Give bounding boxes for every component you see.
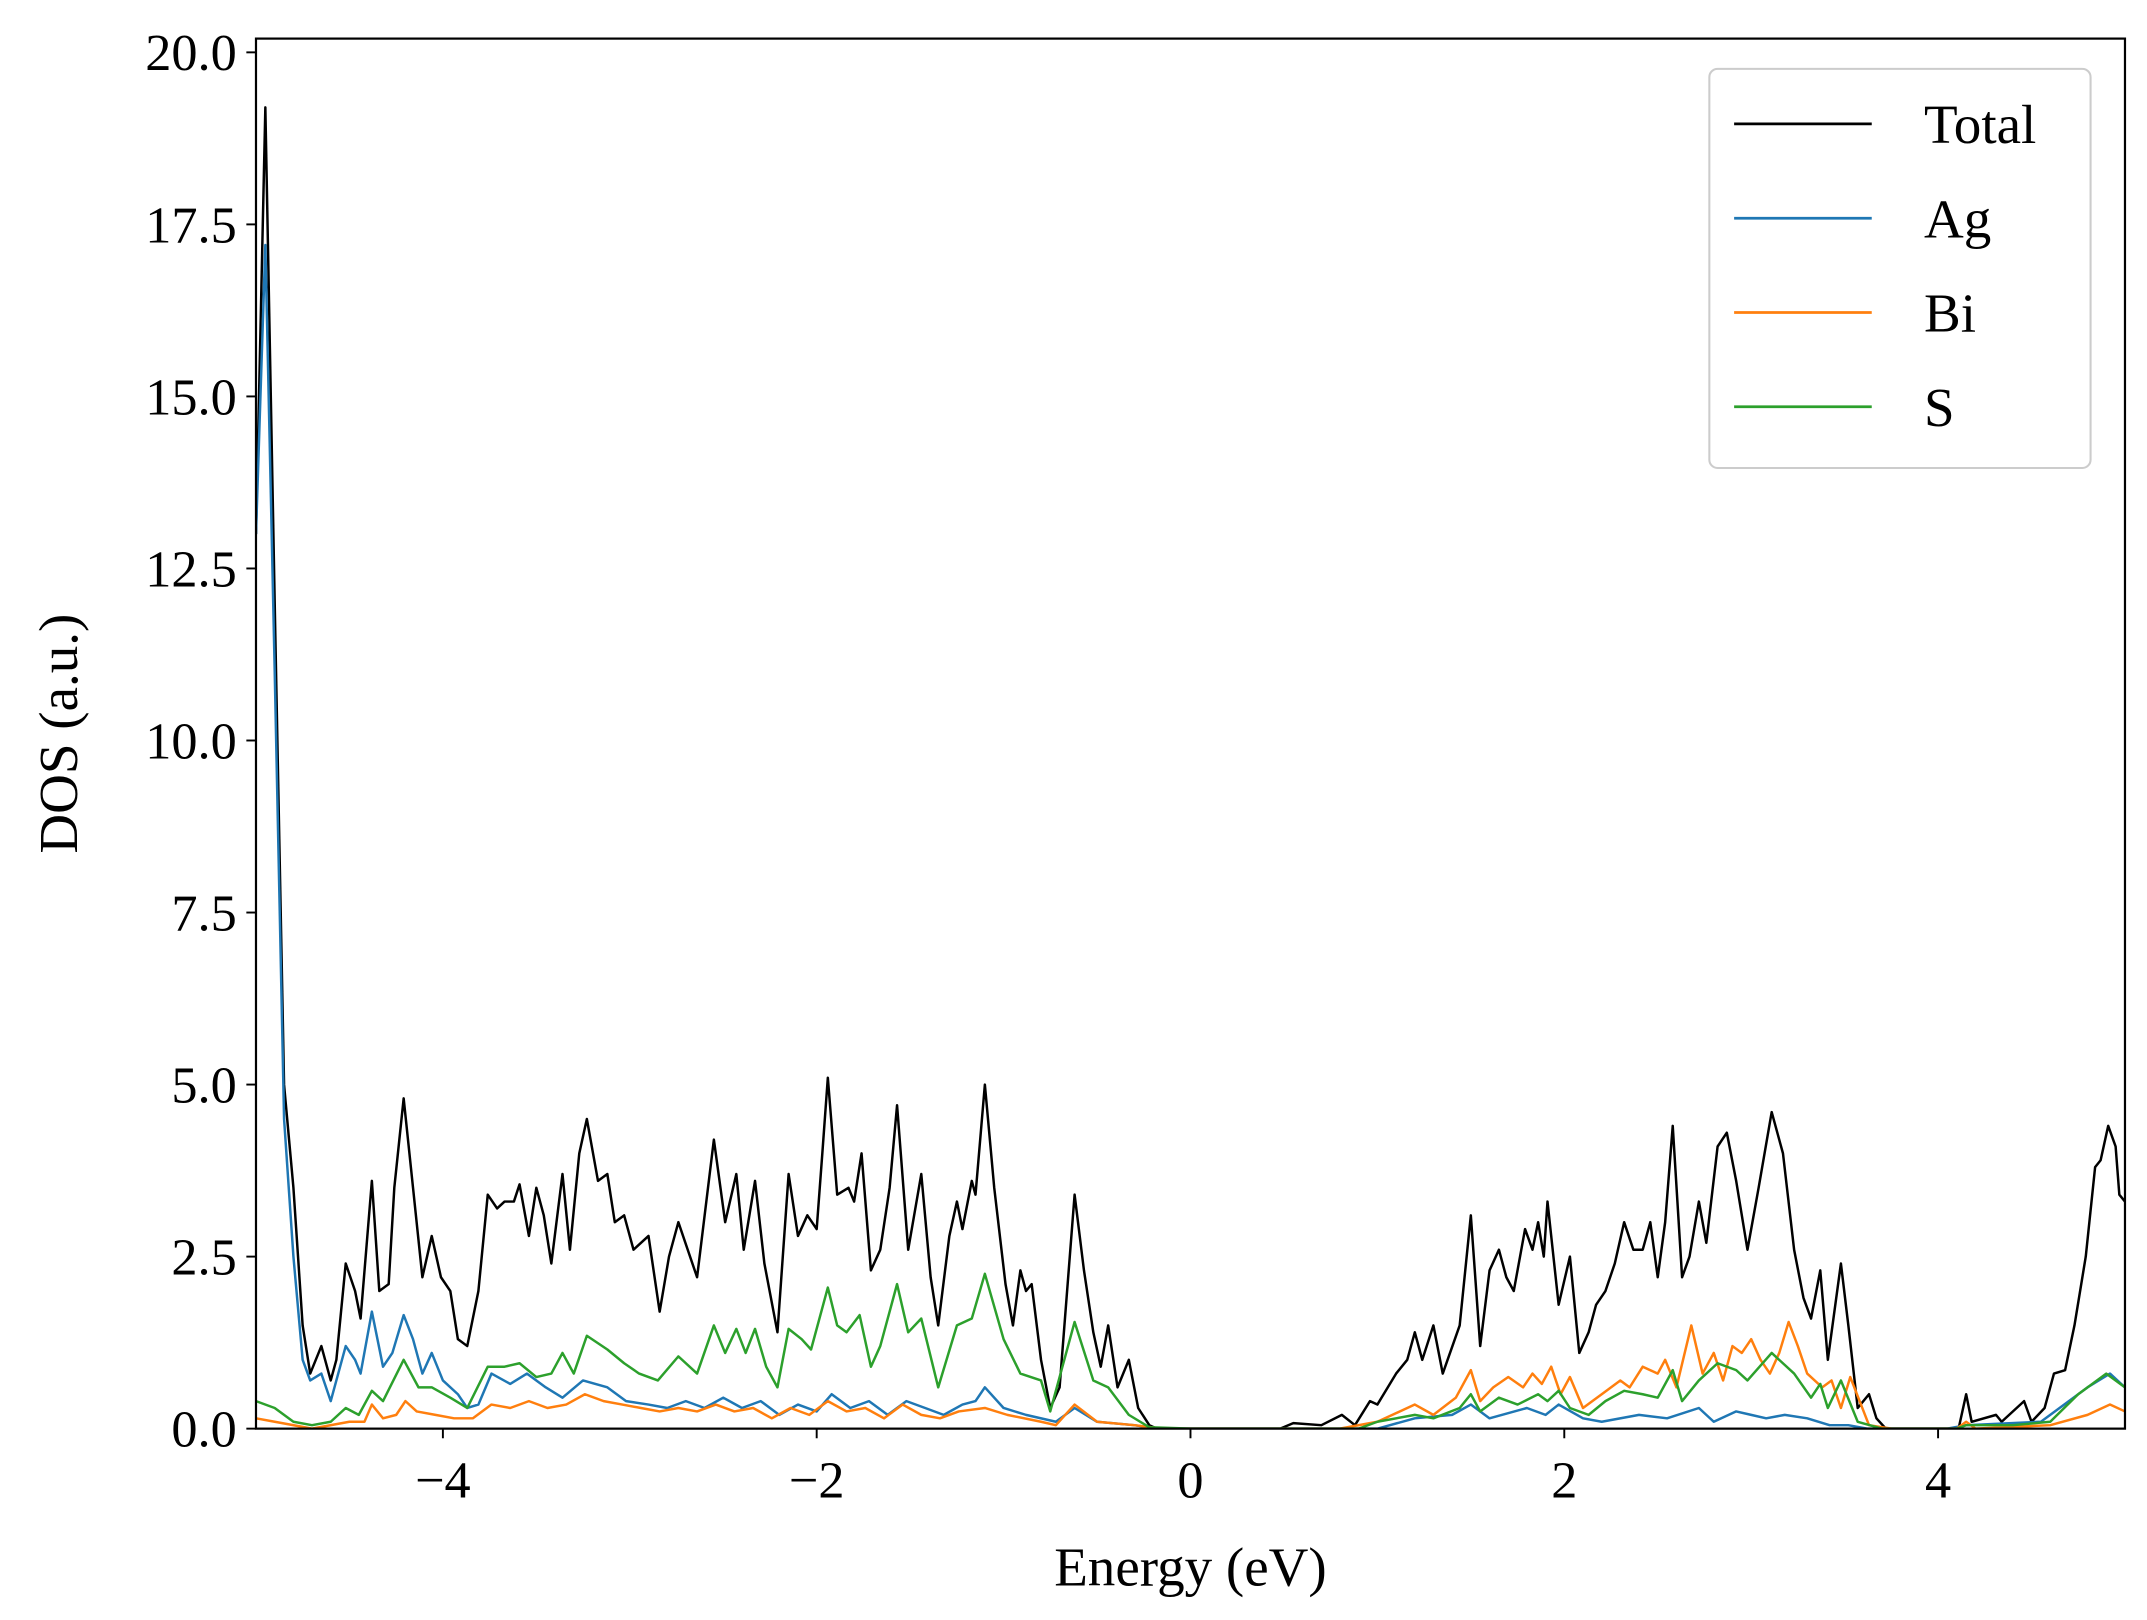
x-tick-label: −4 (415, 1451, 471, 1509)
y-tick-label: 12.5 (145, 540, 237, 598)
legend-box (1708, 67, 2092, 470)
x-tick-label: 0 (1177, 1451, 1203, 1509)
y-tick-label: 7.5 (171, 884, 236, 942)
x-tick-label: −2 (789, 1451, 845, 1509)
legend-item-bi: Bi (1734, 283, 1976, 344)
y-tick-label: 17.5 (145, 196, 237, 254)
x-axis: −4 −2 0 2 4 (415, 1428, 1951, 1509)
y-axis-label: DOS (a.u.) (28, 614, 89, 854)
series-line-s (255, 1272, 2125, 1429)
legend-item-total: Total (1734, 94, 2036, 155)
y-axis: 0.0 2.5 5.0 7.5 10.0 12.5 15.0 17.5 20.0 (145, 24, 256, 1459)
legend-item-ag: Ag (1734, 188, 1991, 249)
y-tick-label: 15.0 (145, 368, 237, 426)
legend-label: Ag (1924, 188, 1991, 249)
y-tick-label: 10.0 (145, 712, 237, 770)
x-tick-label: 4 (1925, 1451, 1951, 1509)
legend-label: S (1924, 377, 1955, 438)
series-line-ag (255, 243, 2125, 1429)
y-tick-label: 2.5 (171, 1228, 236, 1286)
legend-item-s: S (1734, 377, 1955, 438)
y-tick-label: 20.0 (145, 24, 237, 82)
legend-label: Bi (1924, 283, 1976, 344)
series-line-bi (255, 1320, 2125, 1429)
y-tick-label: 5.0 (171, 1056, 236, 1114)
x-tick-label: 2 (1551, 1451, 1577, 1509)
legend-label: Total (1924, 94, 2036, 155)
series-layer (255, 106, 2125, 1429)
legend: Total Ag Bi S (1708, 67, 2092, 470)
series-line-total (255, 106, 2125, 1429)
x-axis-label: Energy (eV) (1054, 1537, 1327, 1598)
y-tick-label: 0.0 (171, 1401, 236, 1459)
